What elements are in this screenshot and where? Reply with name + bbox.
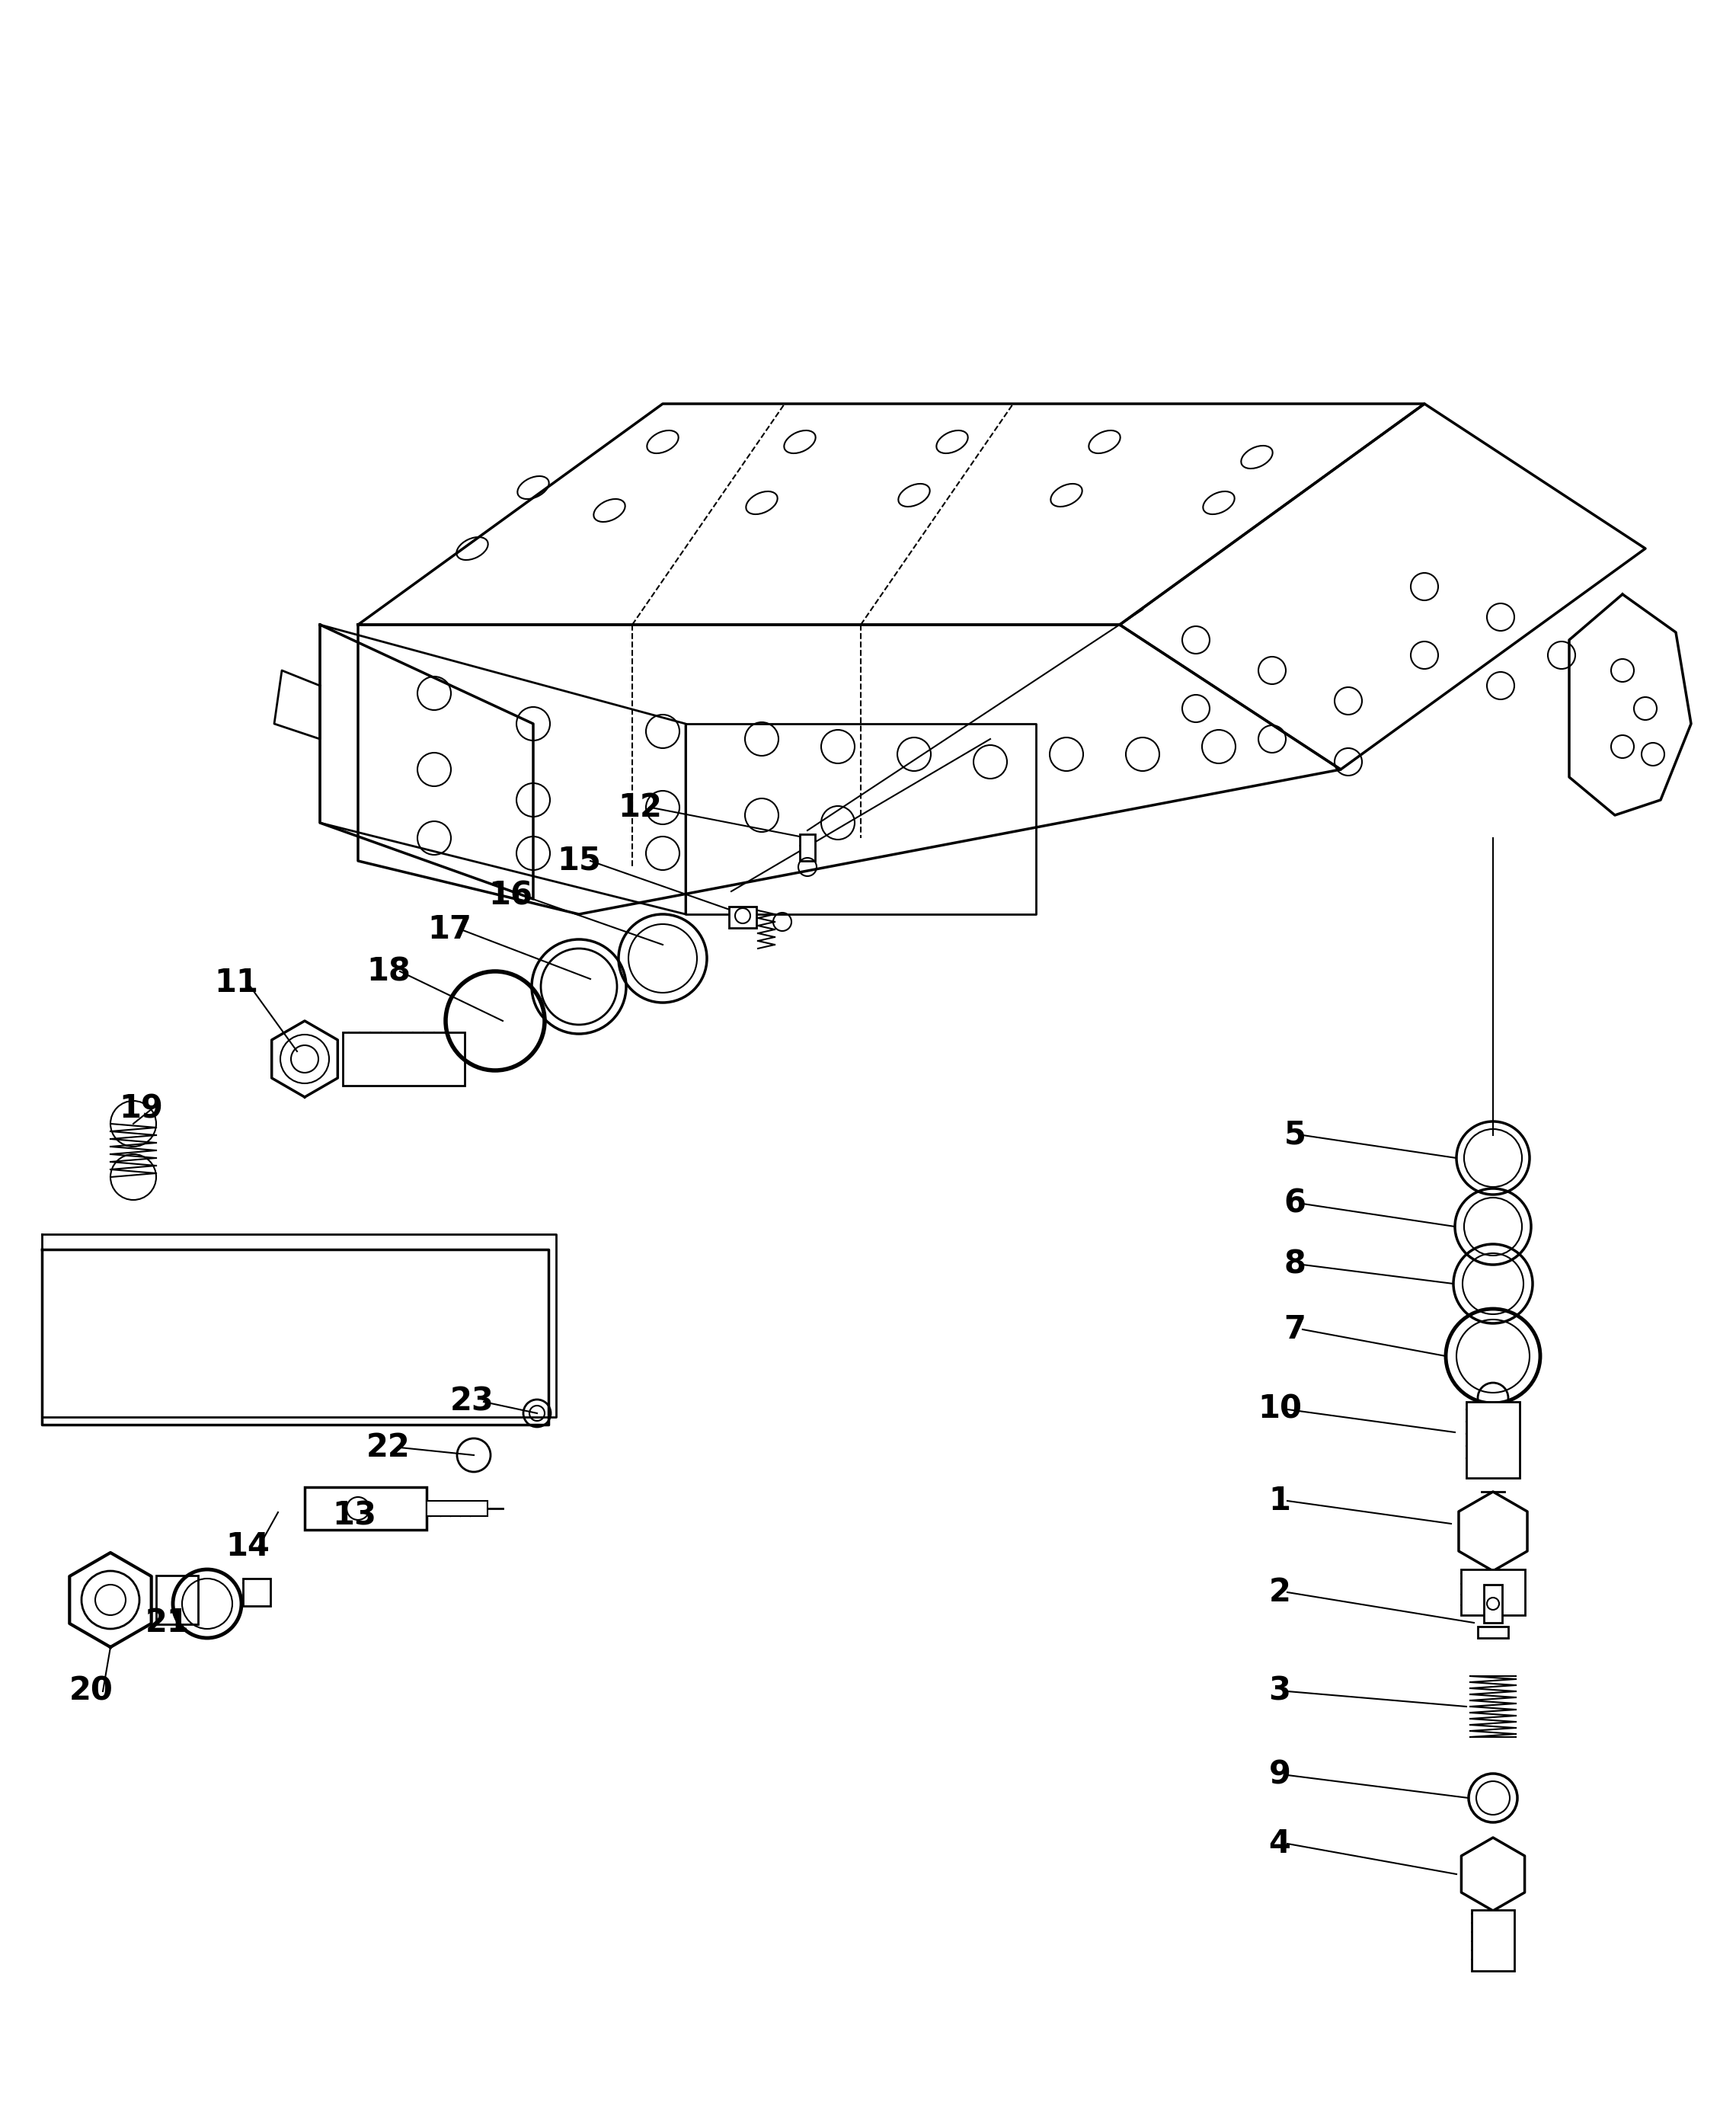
Text: 17: 17 [427,914,472,946]
Text: 3: 3 [1269,1676,1292,1707]
Text: 19: 19 [118,1092,163,1124]
Polygon shape [274,670,319,738]
Polygon shape [319,626,686,914]
Text: 1: 1 [1269,1485,1292,1517]
Bar [800,834,816,861]
Polygon shape [1462,1837,1524,1911]
Bar [1467,1402,1519,1478]
Polygon shape [358,626,1340,914]
Polygon shape [69,1553,151,1648]
Text: 12: 12 [618,791,661,823]
Text: 18: 18 [366,954,411,988]
Text: 22: 22 [366,1432,410,1463]
Text: 11: 11 [214,967,259,999]
Polygon shape [1120,403,1646,770]
Bar [1477,1627,1509,1637]
Text: 21: 21 [146,1608,189,1640]
Text: 7: 7 [1285,1313,1305,1345]
Text: 14: 14 [226,1531,269,1563]
Bar [306,1487,427,1529]
Text: 5: 5 [1285,1120,1305,1152]
Text: 2: 2 [1269,1576,1292,1608]
Polygon shape [273,1020,339,1097]
Bar [156,1576,198,1625]
Text: 6: 6 [1285,1188,1305,1220]
Polygon shape [319,626,533,899]
Text: 13: 13 [332,1500,377,1531]
Bar [1484,1584,1502,1623]
Text: 4: 4 [1269,1828,1292,1860]
Polygon shape [358,403,1425,626]
Text: 23: 23 [450,1385,495,1417]
Text: 8: 8 [1285,1249,1305,1281]
Bar [1462,1570,1524,1614]
Text: 10: 10 [1257,1393,1302,1425]
Bar [729,906,757,929]
Text: 20: 20 [69,1676,113,1707]
Bar [342,1033,465,1086]
Text: 9: 9 [1269,1758,1292,1790]
Polygon shape [1569,594,1691,814]
Polygon shape [686,723,1036,914]
Bar [243,1578,271,1606]
Text: 15: 15 [557,844,601,876]
Text: 16: 16 [488,880,533,912]
Bar [1472,1911,1514,1970]
Bar [427,1502,488,1517]
Polygon shape [1458,1491,1528,1572]
